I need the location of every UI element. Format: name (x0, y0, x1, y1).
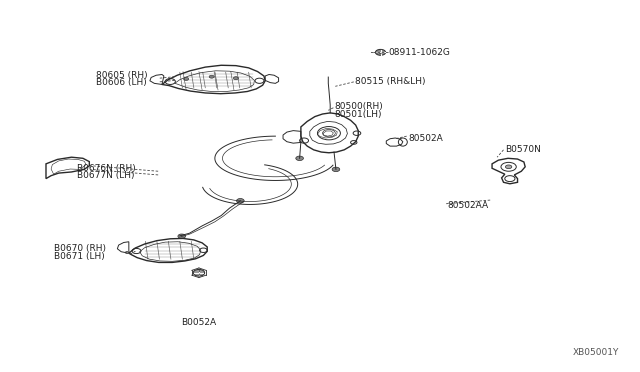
Text: B0677N (LH): B0677N (LH) (77, 171, 134, 180)
Text: 80502A: 80502A (408, 134, 443, 142)
Text: B0606 (LH): B0606 (LH) (96, 78, 147, 87)
Circle shape (234, 77, 239, 80)
Circle shape (178, 234, 186, 238)
Text: B0671 (LH): B0671 (LH) (54, 251, 104, 261)
Text: 80502AA: 80502AA (447, 201, 488, 210)
Text: B0676N (RH): B0676N (RH) (77, 164, 135, 173)
Circle shape (184, 77, 189, 80)
Circle shape (237, 199, 244, 203)
Text: 08911-1062G: 08911-1062G (389, 48, 451, 57)
Text: 80500(RH): 80500(RH) (335, 102, 383, 111)
Text: 80501(LH): 80501(LH) (335, 109, 382, 119)
Circle shape (209, 75, 214, 78)
Text: B0670 (RH): B0670 (RH) (54, 244, 106, 253)
Text: XB05001Y: XB05001Y (573, 347, 620, 357)
Circle shape (193, 269, 205, 276)
Text: B0052A: B0052A (181, 318, 216, 327)
Circle shape (296, 156, 303, 161)
Circle shape (506, 165, 512, 169)
Text: B0570N: B0570N (505, 145, 541, 154)
Text: 80515 (RH&LH): 80515 (RH&LH) (355, 77, 426, 86)
Circle shape (332, 167, 340, 171)
Circle shape (376, 49, 386, 55)
Text: 80605 (RH): 80605 (RH) (96, 71, 147, 80)
